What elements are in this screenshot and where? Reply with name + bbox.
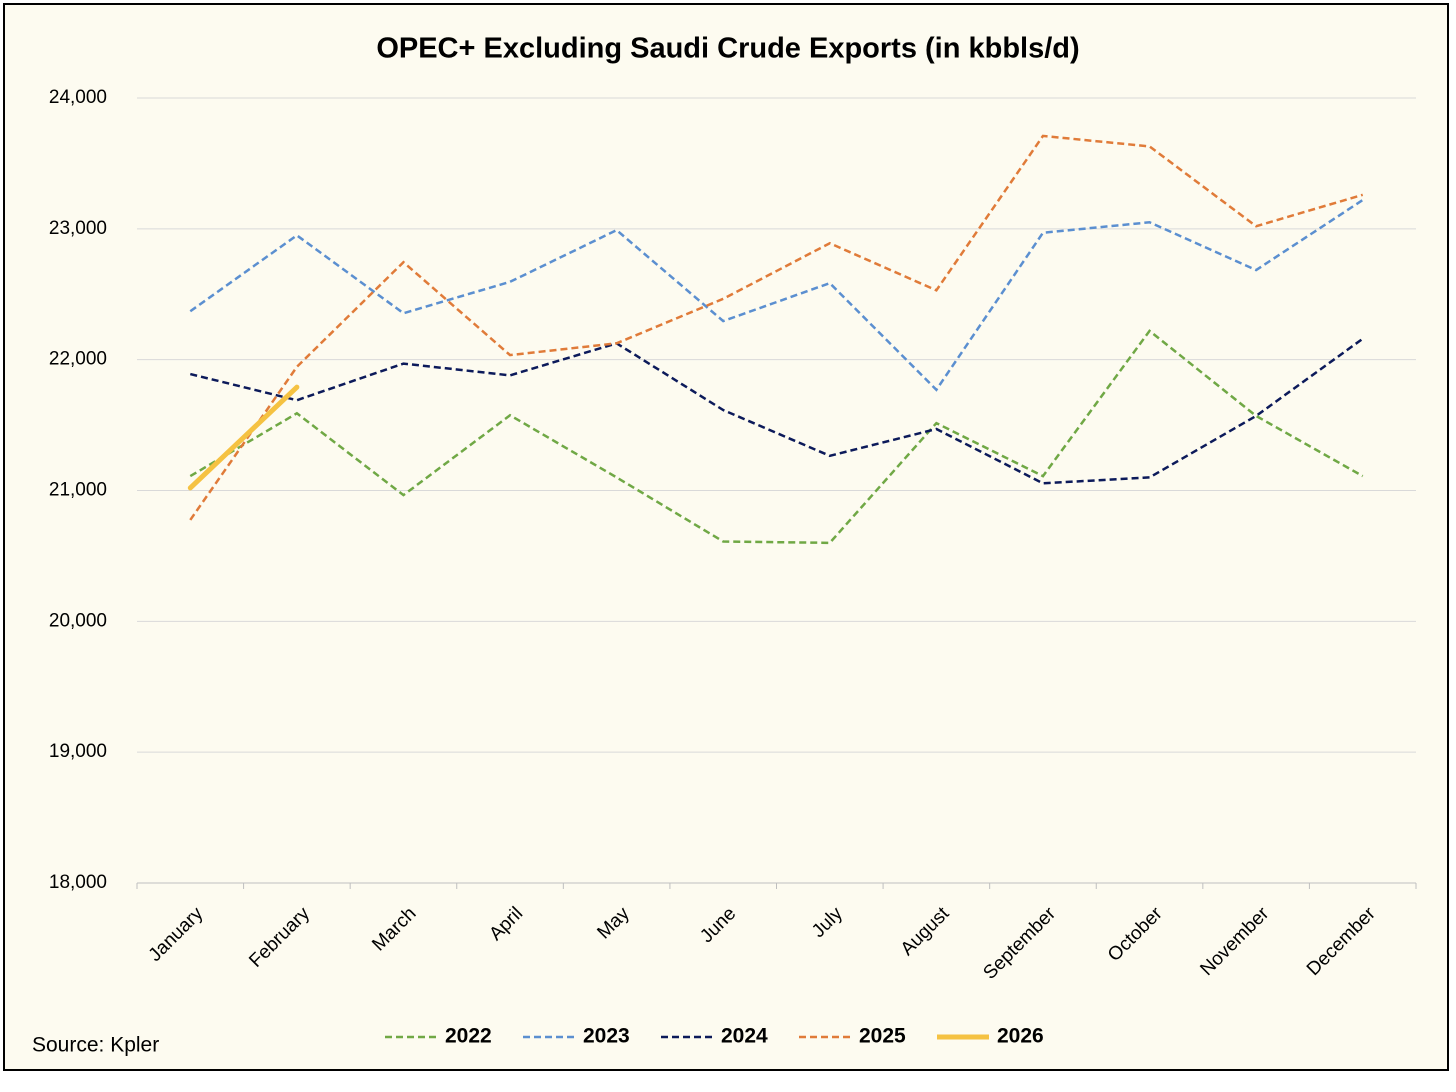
series-line bbox=[187, 384, 300, 491]
y-tick-label: 21,000 bbox=[49, 480, 107, 501]
legend-label: 2025 bbox=[859, 1025, 906, 1048]
y-tick-label: 23,000 bbox=[49, 218, 107, 239]
series-line bbox=[189, 337, 1364, 485]
y-tick-label: 18,000 bbox=[49, 872, 107, 893]
series-line bbox=[189, 199, 1364, 392]
series-line bbox=[189, 329, 1364, 545]
chart-frame bbox=[3, 3, 1449, 1071]
y-tick-label: 24,000 bbox=[49, 87, 107, 108]
y-tick-label: 19,000 bbox=[49, 741, 107, 762]
legend-label: 2022 bbox=[445, 1025, 492, 1048]
y-tick-label: 20,000 bbox=[49, 610, 107, 631]
legend-label: 2026 bbox=[997, 1025, 1044, 1048]
source-note: Source: Kpler bbox=[32, 1034, 159, 1057]
chart-title: OPEC+ Excluding Saudi Crude Exports (in … bbox=[376, 33, 1079, 65]
y-tick-label: 22,000 bbox=[49, 349, 107, 370]
legend-label: 2023 bbox=[583, 1025, 630, 1048]
series-line bbox=[189, 134, 1364, 521]
legend-label: 2024 bbox=[721, 1025, 768, 1048]
